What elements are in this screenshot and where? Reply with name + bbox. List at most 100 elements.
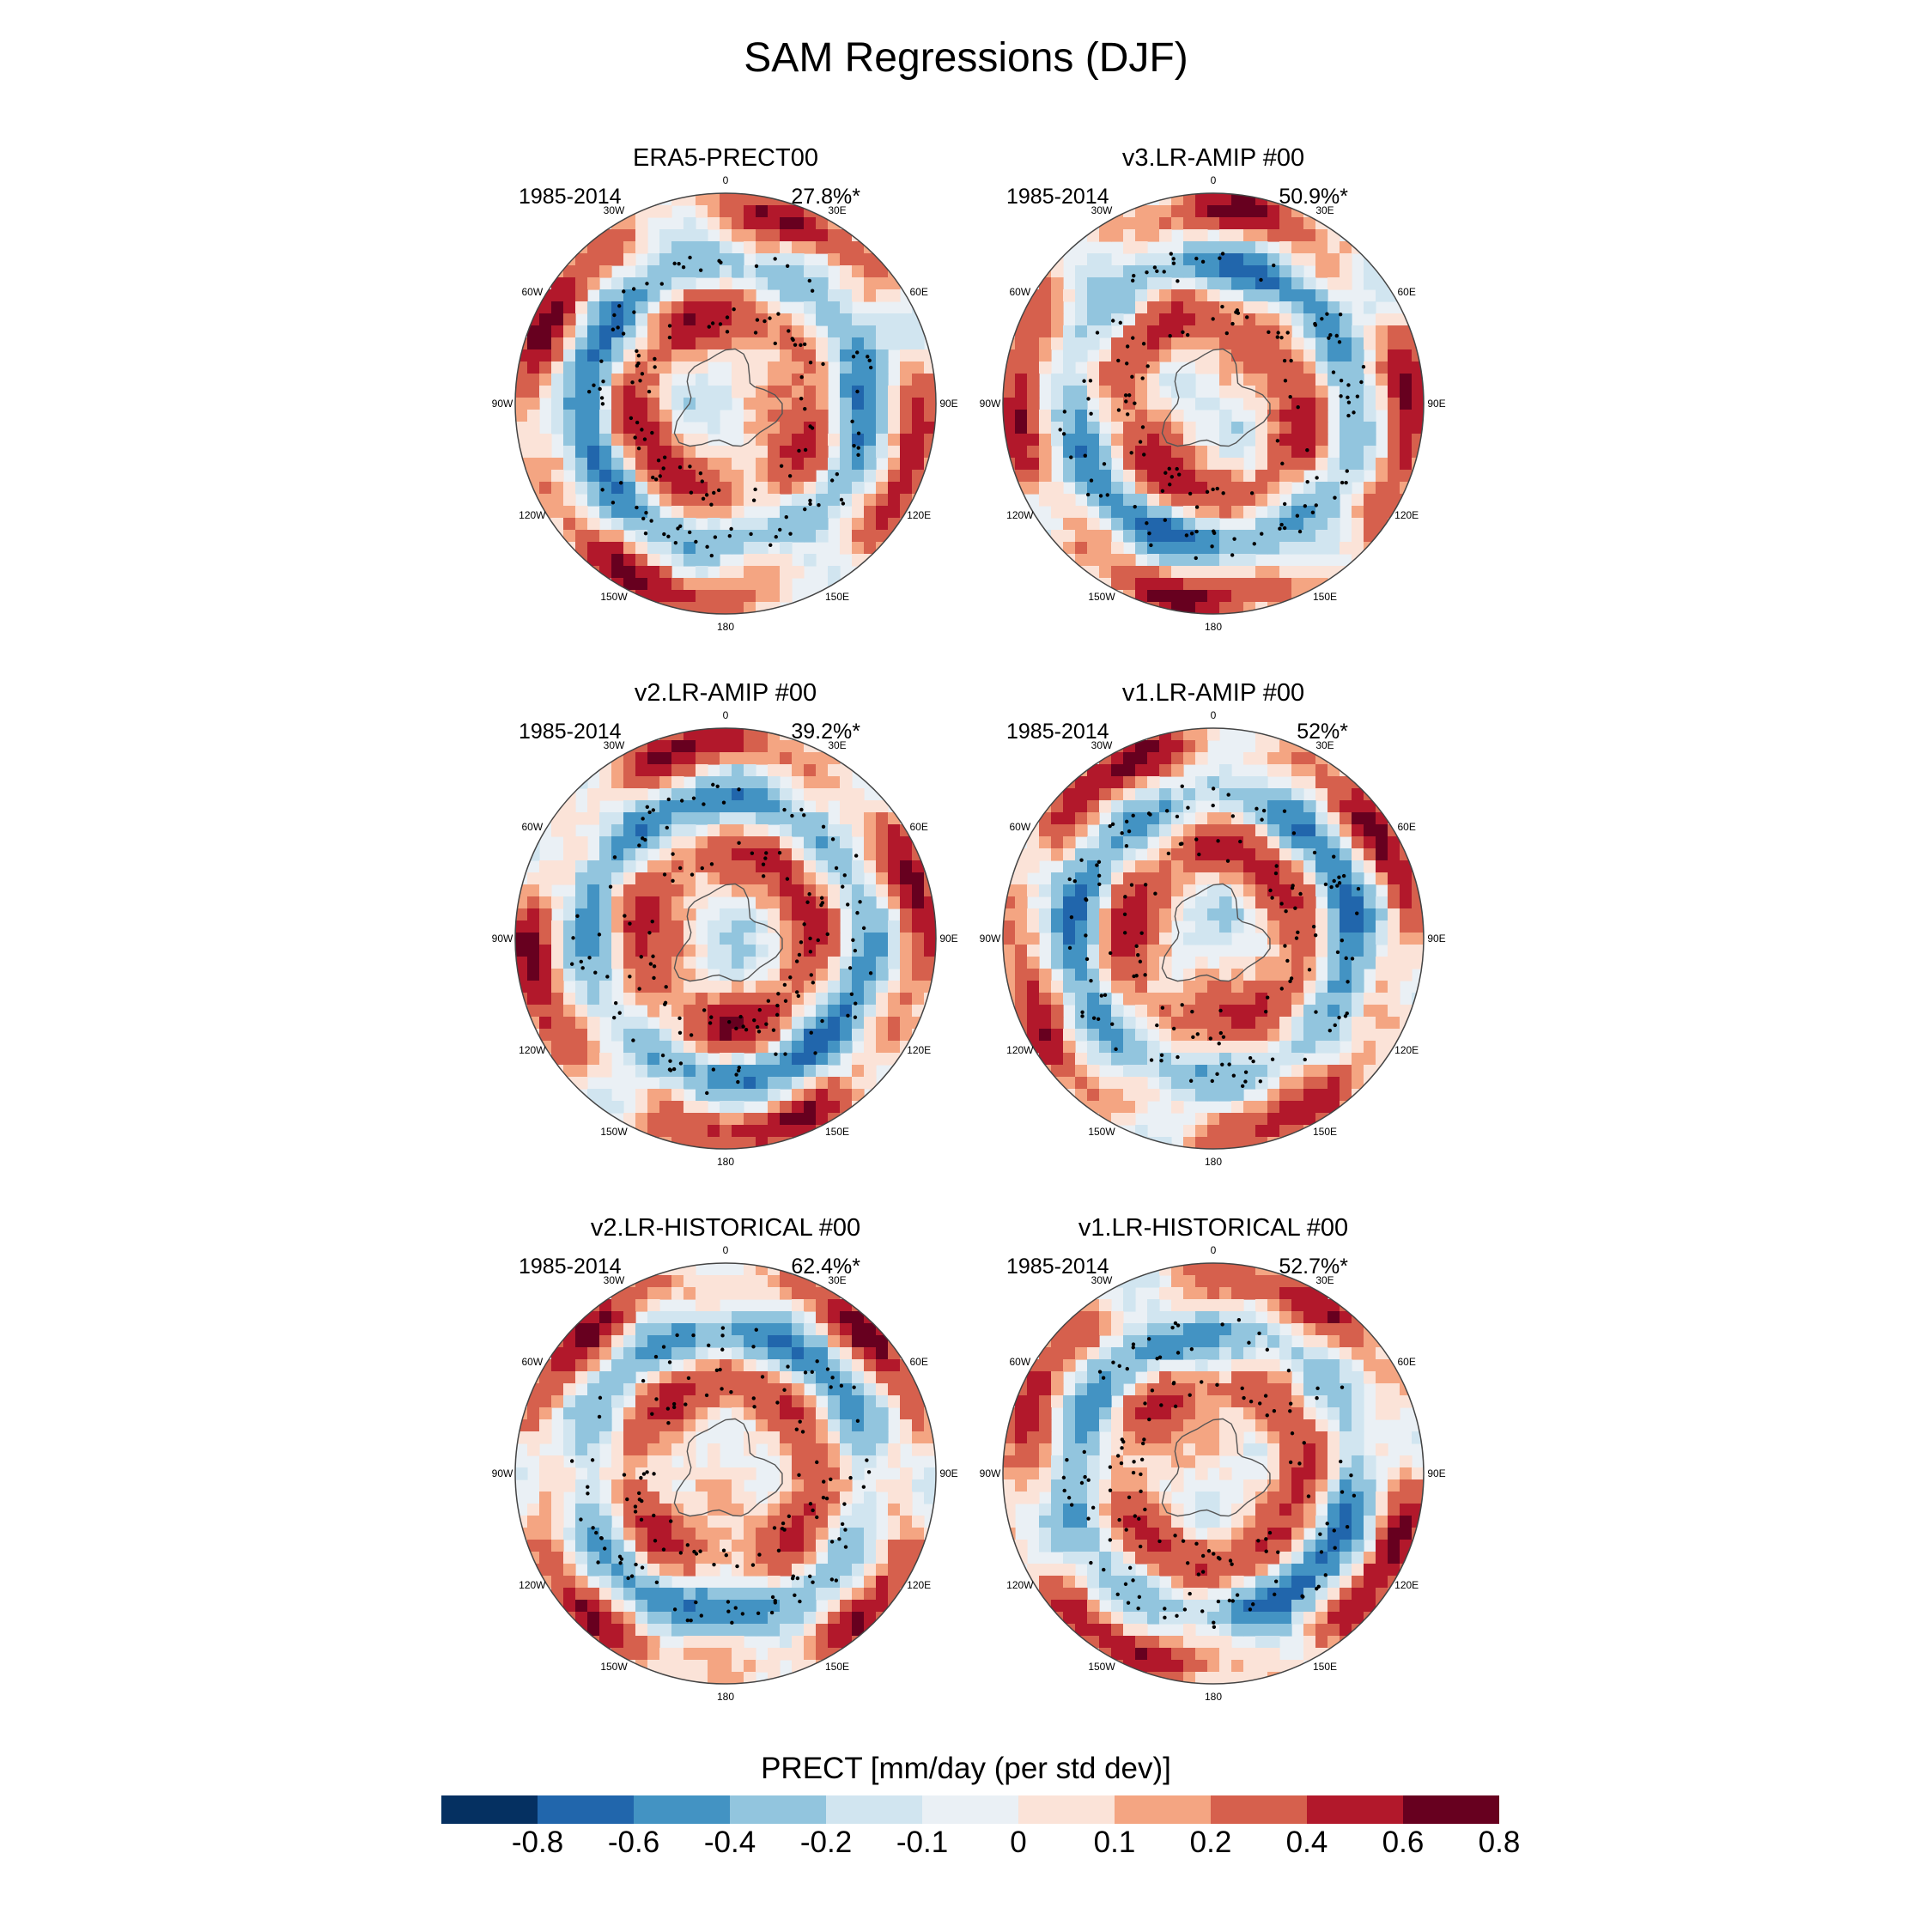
- colorbar-tick-label: -0.1: [896, 1826, 949, 1859]
- panel-period: 1985-2014: [1006, 720, 1109, 744]
- colorbar-tick-label: 0.1: [1093, 1826, 1136, 1859]
- colorbar-tick-label: 0: [1010, 1826, 1027, 1859]
- longitude-label: 90E: [1427, 933, 1445, 945]
- colorbar-tick-label: -0.8: [511, 1826, 564, 1859]
- colorbar-swatch: [922, 1795, 1019, 1824]
- longitude-label: 30W: [604, 739, 625, 751]
- longitude-label: 30E: [828, 739, 846, 751]
- colorbar-swatch: [1115, 1795, 1212, 1824]
- map-field: [1003, 1263, 1424, 1684]
- longitude-label: 60E: [1397, 1356, 1415, 1368]
- longitude-label: 90E: [1427, 1467, 1445, 1479]
- longitude-label: 30W: [604, 204, 625, 216]
- panel-variance-explained: 62.4%*: [791, 1255, 860, 1279]
- map-field: [1003, 193, 1424, 614]
- longitude-label: 120E: [907, 1579, 931, 1591]
- longitude-label: 120E: [1394, 509, 1419, 521]
- longitude-label: 30W: [1091, 739, 1113, 751]
- longitude-label: 120E: [907, 509, 931, 521]
- longitude-label: 90W: [492, 398, 513, 410]
- longitude-label: 150E: [1313, 1126, 1337, 1138]
- longitude-label: 150W: [1088, 1661, 1115, 1673]
- longitude-label: 30E: [828, 204, 846, 216]
- panel-variance-explained: 39.2%*: [791, 720, 860, 744]
- longitude-label: 120E: [1394, 1579, 1419, 1591]
- antarctica-coastline: [673, 348, 783, 447]
- longitude-label: 60E: [909, 286, 927, 298]
- longitude-label: 180: [717, 1156, 734, 1168]
- longitude-label: 120W: [1006, 509, 1034, 521]
- panel-period: 1985-2014: [1006, 1255, 1109, 1279]
- longitude-label: 180: [717, 621, 734, 633]
- map-field: [515, 1263, 936, 1684]
- longitude-label: 120E: [907, 1044, 931, 1056]
- panel-title: v1.LR-AMIP #00: [1121, 679, 1305, 707]
- longitude-label: 180: [1205, 1156, 1222, 1168]
- longitude-label: 150E: [825, 1126, 849, 1138]
- colorbar-swatch: [826, 1795, 923, 1824]
- longitude-label: 0: [1211, 174, 1217, 186]
- map-border: [514, 1262, 937, 1685]
- map-border: [1002, 727, 1425, 1150]
- longitude-label: 150E: [1313, 1661, 1337, 1673]
- longitude-label: 60W: [521, 821, 543, 833]
- colorbar-tick-label: -0.4: [703, 1826, 756, 1859]
- colorbar-swatch: [1018, 1795, 1115, 1824]
- colorbar-tick-label: 0.6: [1382, 1826, 1425, 1859]
- longitude-label: 90E: [939, 933, 957, 945]
- map-border: [514, 727, 937, 1150]
- longitude-label: 30W: [604, 1274, 625, 1286]
- longitude-label: 60W: [1009, 821, 1030, 833]
- map-field: [1003, 728, 1424, 1149]
- panel-period: 1985-2014: [519, 185, 622, 209]
- colorbar-tick-label: 0.8: [1478, 1826, 1521, 1859]
- panel-variance-explained: 27.8%*: [791, 185, 860, 209]
- longitude-label: 120W: [519, 1044, 546, 1056]
- colorbar-tick-label: -0.6: [607, 1826, 660, 1859]
- colorbar: [441, 1795, 1499, 1824]
- panel-title: v3.LR-AMIP #00: [1121, 144, 1305, 172]
- longitude-label: 90E: [939, 1467, 957, 1479]
- longitude-label: 30W: [1091, 1274, 1113, 1286]
- longitude-label: 30E: [1315, 1274, 1334, 1286]
- panel-period: 1985-2014: [519, 1255, 622, 1279]
- longitude-label: 30W: [1091, 204, 1113, 216]
- panel-variance-explained: 52%*: [1297, 720, 1348, 744]
- colorbar-swatch: [730, 1795, 827, 1824]
- panel-title: v2.LR-AMIP #00: [634, 679, 817, 707]
- longitude-label: 120W: [1006, 1044, 1034, 1056]
- panel-title: ERA5-PRECT00: [633, 144, 818, 172]
- longitude-label: 180: [1205, 621, 1222, 633]
- longitude-label: 60E: [909, 1356, 927, 1368]
- longitude-label: 0: [1211, 709, 1217, 721]
- longitude-label: 150E: [1313, 591, 1337, 603]
- longitude-label: 150E: [825, 1661, 849, 1673]
- longitude-label: 150W: [600, 1661, 628, 1673]
- map-field: [515, 728, 936, 1149]
- longitude-label: 90E: [1427, 398, 1445, 410]
- longitude-label: 150W: [600, 591, 628, 603]
- longitude-label: 60W: [1009, 1356, 1030, 1368]
- longitude-label: 0: [723, 709, 729, 721]
- longitude-label: 120E: [1394, 1044, 1419, 1056]
- longitude-label: 90W: [980, 1467, 1001, 1479]
- longitude-label: 180: [717, 1691, 734, 1703]
- longitude-label: 60E: [909, 821, 927, 833]
- panel-period: 1985-2014: [1006, 185, 1109, 209]
- colorbar-swatch: [1403, 1795, 1499, 1824]
- figure-title: SAM Regressions (DJF): [744, 35, 1188, 81]
- antarctica-coastline: [1161, 883, 1271, 982]
- longitude-label: 90W: [492, 1467, 513, 1479]
- longitude-label: 60E: [1397, 286, 1415, 298]
- colorbar-swatch: [1211, 1795, 1308, 1824]
- longitude-label: 0: [1211, 1244, 1217, 1256]
- longitude-label: 60W: [1009, 286, 1030, 298]
- longitude-label: 0: [723, 174, 729, 186]
- longitude-label: 150W: [1088, 1126, 1115, 1138]
- panel-title: v1.LR-HISTORICAL #00: [1078, 1214, 1349, 1242]
- colorbar-tick-label: 0.2: [1189, 1826, 1232, 1859]
- antarctica-coastline: [673, 883, 783, 982]
- longitude-label: 0: [723, 1244, 729, 1256]
- colorbar-tick-label: -0.2: [799, 1826, 853, 1859]
- polar-maps: 0 30E 60E 90E 120E 150E 180 150W 120W 90W 60W 30W 0 3…: [492, 174, 1446, 1703]
